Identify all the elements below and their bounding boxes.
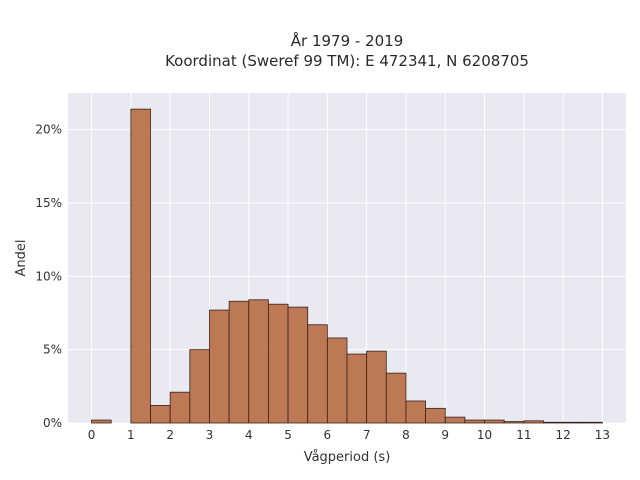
x-tick-label: 7 [363,428,371,442]
histogram-bar [503,421,525,424]
histogram-bar [150,404,171,424]
histogram-bar [268,303,289,424]
x-tick-label: 6 [324,428,332,442]
histogram-bar [543,421,564,424]
chart-title-line2: Koordinat (Sweref 99 TM): E 472341, N 62… [165,52,529,70]
x-tick-label: 12 [555,428,570,442]
histogram-bar [405,400,426,424]
histogram-bar [326,337,348,424]
x-tick-labels: 0 1 2 3 4 5 6 7 8 9 10 11 12 13 [88,428,610,442]
x-tick-label: 3 [206,428,214,442]
y-tick-label: 0% [43,416,62,430]
histogram-bar [130,108,151,424]
histogram-bar [425,407,446,424]
x-tick-label: 11 [516,428,531,442]
histogram-bar [366,350,387,424]
x-axis-label: Vågperiod (s) [304,450,391,465]
histogram-bar [523,420,544,424]
histogram-bar [287,306,309,424]
histogram-bar [484,419,505,424]
y-tick-label: 15% [35,196,62,210]
histogram-bar [169,391,191,424]
x-tick-label: 9 [441,428,449,442]
histogram-bar [228,300,250,424]
histogram-bar [91,419,112,424]
bar-layer [91,108,603,424]
histogram-bar [346,353,368,424]
x-tick-label: 0 [88,428,96,442]
histogram-bar [582,421,603,424]
x-tick-label: 4 [245,428,253,442]
chart-title-line1: År 1979 - 2019 [291,31,404,50]
histogram-bar [209,309,230,424]
x-tick-label: 1 [127,428,135,442]
y-tick-label: 10% [35,269,62,283]
y-tick-label: 5% [43,343,62,357]
histogram-bar [385,372,407,424]
x-tick-label: 13 [595,428,610,442]
histogram-bar [562,421,584,424]
x-tick-label: 2 [166,428,174,442]
histogram-bar [248,299,269,424]
y-axis-label: Andel [14,240,29,277]
histogram-bar [444,416,466,424]
x-tick-label: 8 [402,428,410,442]
x-tick-label: 10 [477,428,492,442]
histogram-bar [189,349,210,424]
histogram-bar [307,324,328,424]
histogram-bar [464,419,485,424]
y-tick-label: 20% [35,123,62,137]
y-tick-labels: 0% 5% 10% 15% 20% [35,123,62,430]
x-tick-label: 5 [284,428,292,442]
